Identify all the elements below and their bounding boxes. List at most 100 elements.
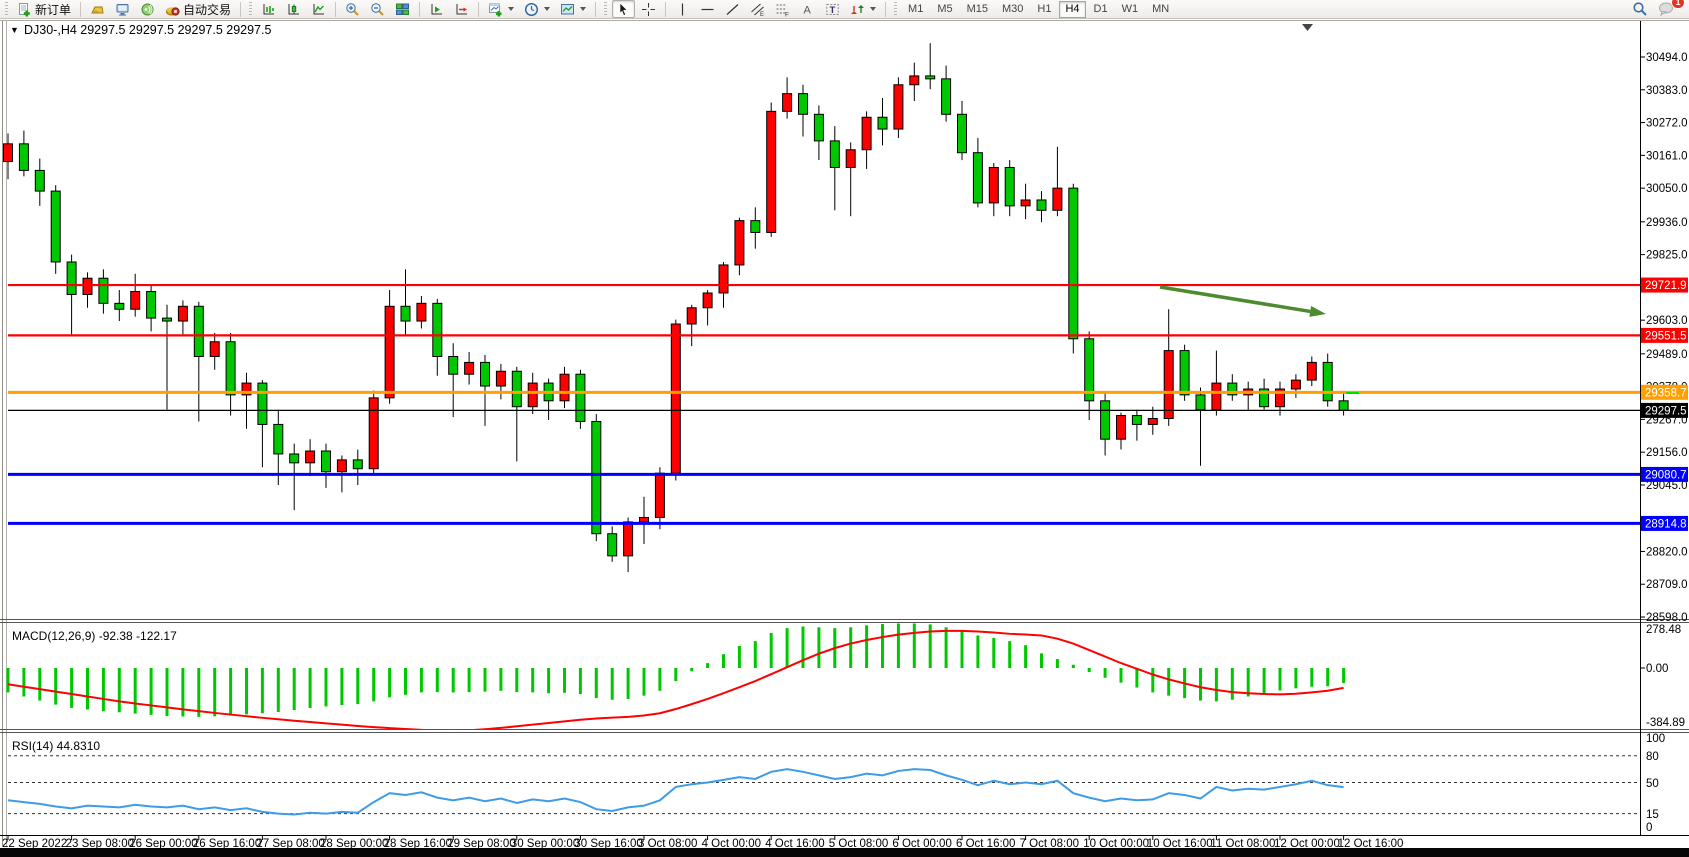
tf-h4-button[interactable]: H4 bbox=[1059, 0, 1086, 18]
tf-m30-button[interactable]: M30 bbox=[1002, 2, 1024, 15]
templates-icon bbox=[561, 3, 575, 14]
tf-m1-button[interactable]: M1 bbox=[908, 2, 924, 15]
svg-text:T: T bbox=[830, 5, 836, 16]
price-tick-label: 29489.0 bbox=[1646, 349, 1688, 361]
candle-body bbox=[972, 152, 983, 204]
tile-windows-button[interactable] bbox=[391, 0, 414, 18]
price-tick-label: 29825.0 bbox=[1646, 250, 1688, 262]
chart-shift-button[interactable] bbox=[450, 0, 473, 18]
candle-body bbox=[861, 116, 872, 151]
line-chart-button[interactable] bbox=[307, 0, 330, 18]
chart-shift-marker[interactable] bbox=[1302, 24, 1313, 31]
candle-body bbox=[193, 305, 204, 357]
candle-body bbox=[829, 140, 840, 168]
tf-m15-button[interactable]: M15 bbox=[966, 2, 988, 15]
zoom-in-button[interactable] bbox=[341, 0, 364, 18]
macd-tick-label: 278.48 bbox=[1646, 624, 1681, 636]
symbol-dropdown-icon: ▼ bbox=[10, 25, 19, 35]
new-order-icon bbox=[19, 2, 30, 16]
candle-body bbox=[241, 382, 252, 396]
rsi-indicator bbox=[7, 768, 1344, 816]
auto-scroll-icon bbox=[431, 3, 443, 14]
rsi-line bbox=[7, 768, 1344, 816]
horizontal-line-button[interactable] bbox=[696, 0, 719, 18]
zoom-out-button[interactable] bbox=[366, 0, 389, 18]
templates-button[interactable] bbox=[556, 0, 590, 18]
arrows-button[interactable] bbox=[846, 0, 880, 18]
time-tick-label: 12 Oct 00:00 bbox=[1274, 838, 1340, 848]
tile-windows-icon bbox=[396, 3, 410, 15]
candle-body bbox=[750, 220, 761, 233]
tf-h1-button[interactable]: H1 bbox=[1037, 2, 1052, 15]
broadcast-icon bbox=[141, 3, 154, 15]
vertical-line-button[interactable] bbox=[671, 0, 694, 18]
toolbar-grip[interactable] bbox=[893, 2, 899, 16]
rsi-tick-label: 15 bbox=[1646, 809, 1659, 821]
horizontal-price-lines[interactable] bbox=[8, 283, 1640, 525]
candle-body bbox=[957, 113, 967, 154]
svg-text:F: F bbox=[785, 11, 789, 17]
candle-body bbox=[82, 277, 93, 295]
candle-body bbox=[1306, 361, 1317, 381]
price-tick-label: 29156.0 bbox=[1646, 447, 1688, 459]
rsi-tick-label: 100 bbox=[1646, 733, 1665, 745]
candle-body bbox=[1179, 350, 1190, 396]
candle-body bbox=[559, 373, 570, 402]
candle-body bbox=[607, 533, 618, 557]
fibonacci-button[interactable]: F bbox=[771, 0, 794, 18]
rsi-tick-label: 80 bbox=[1646, 751, 1659, 763]
text-label-button[interactable]: T bbox=[821, 0, 844, 18]
candle-body bbox=[448, 355, 459, 375]
broadcast-button[interactable] bbox=[136, 0, 159, 18]
text-label-icon: T bbox=[826, 3, 839, 16]
candle-body bbox=[988, 166, 999, 204]
gold-ingot-button[interactable] bbox=[86, 0, 109, 18]
time-tick-label: 30 Sep 00:00 bbox=[511, 838, 579, 848]
cursor-button[interactable] bbox=[612, 0, 636, 18]
search-button[interactable] bbox=[1628, 0, 1652, 18]
candle-body bbox=[1338, 400, 1349, 411]
horizontal-line-icon bbox=[701, 8, 714, 10]
tf-m5-button[interactable]: M5 bbox=[937, 2, 953, 15]
crosshair-button[interactable] bbox=[637, 0, 660, 18]
trend-arrow[interactable] bbox=[1159, 285, 1326, 317]
price-badge bbox=[1641, 277, 1688, 293]
candle-body bbox=[416, 302, 427, 322]
tf-mn-button[interactable]: MN bbox=[1152, 2, 1170, 15]
trendline-button[interactable] bbox=[721, 0, 744, 18]
toolbar-grip[interactable] bbox=[248, 2, 254, 16]
line-chart-icon bbox=[313, 3, 325, 14]
price-badge-label: 29721.9 bbox=[1645, 280, 1687, 292]
tf-d1-button[interactable]: D1 bbox=[1093, 2, 1108, 15]
candles-chart-button[interactable] bbox=[282, 0, 305, 18]
candle-body bbox=[305, 450, 316, 464]
auto-scroll-button[interactable] bbox=[425, 0, 448, 18]
equidistant-channel-icon: E bbox=[751, 3, 764, 17]
time-tick-label: 22 Sep 2022 bbox=[2, 838, 67, 848]
candle-body bbox=[289, 453, 300, 464]
toolbar-grip[interactable] bbox=[4, 2, 9, 16]
new-order-button[interactable]: 新订单 bbox=[13, 0, 75, 18]
candle-body bbox=[1227, 382, 1238, 396]
dropdown-caret bbox=[580, 7, 587, 11]
autotrading-button[interactable]: 自动交易 bbox=[161, 0, 235, 18]
time-tick-label: 4 Oct 16:00 bbox=[765, 838, 824, 848]
candle-body bbox=[766, 110, 777, 233]
toolbar-grip[interactable] bbox=[603, 2, 609, 16]
equidistant-channel-button[interactable]: E bbox=[746, 0, 769, 18]
separator bbox=[478, 1, 480, 17]
candle-body bbox=[1084, 338, 1095, 402]
add-indicator-button[interactable] bbox=[484, 0, 518, 18]
candle-body bbox=[1100, 400, 1111, 440]
chat-button[interactable]: 1 bbox=[1654, 0, 1685, 18]
tf-w1-button[interactable]: W1 bbox=[1121, 2, 1139, 15]
time-tick-label: 5 Oct 08:00 bbox=[829, 838, 888, 848]
time-tick-label: 12 Oct 16:00 bbox=[1338, 838, 1404, 848]
text-button[interactable]: A bbox=[796, 0, 819, 18]
periods-button[interactable] bbox=[520, 0, 554, 18]
bars-chart-button[interactable] bbox=[257, 0, 280, 18]
terminal-button[interactable] bbox=[111, 0, 134, 18]
svg-text:E: E bbox=[760, 12, 764, 17]
price-badge-label: 29358.7 bbox=[1645, 387, 1687, 399]
